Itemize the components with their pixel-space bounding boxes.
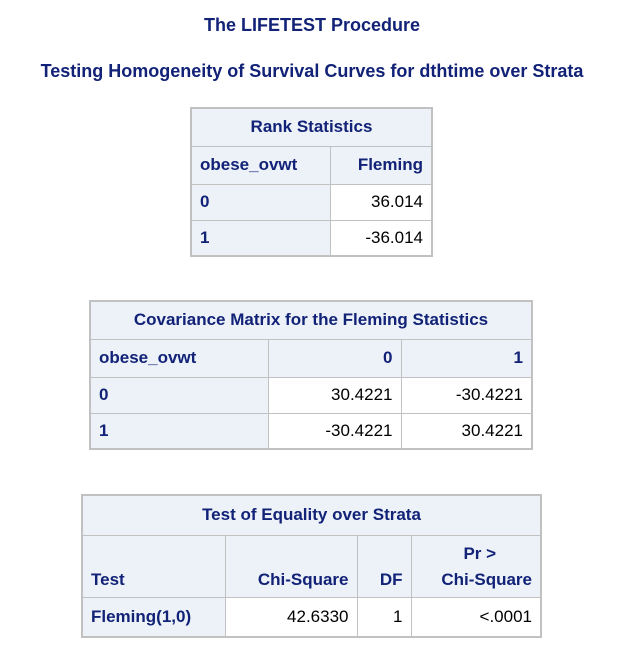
column-header-0: 0: [267, 338, 402, 378]
p-value: <.0001: [410, 596, 542, 638]
page-subtitle: Testing Homogeneity of Survival Curves f…: [40, 61, 584, 81]
column-header-df: DF: [356, 534, 412, 598]
equality-test-caption: Test of Equality over Strata: [81, 494, 542, 536]
column-header-pr-chi-square: Pr > Chi-Square: [410, 534, 542, 598]
covariance-value: -30.4221: [400, 376, 533, 414]
row-label: 1: [190, 219, 331, 257]
column-header-chi-square: Chi-Square: [224, 534, 358, 598]
table-row: 1 -36.014: [190, 219, 433, 257]
column-header-test: Test: [81, 534, 226, 598]
rank-statistics-caption: Rank Statistics: [190, 107, 433, 147]
pr-header-bottom: Chi-Square: [441, 569, 532, 589]
test-name: Fleming(1,0): [81, 596, 226, 638]
rank-statistics-table: Rank Statistics obese_ovwt Fleming 0 36.…: [190, 107, 433, 257]
column-header-1: 1: [400, 338, 533, 378]
table-row: 0 36.014: [190, 183, 433, 221]
covariance-matrix-table: Covariance Matrix for the Fleming Statis…: [89, 300, 533, 450]
column-header-obese-ovwt: obese_ovwt: [89, 338, 269, 378]
table-row: 0 30.4221 -30.4221: [89, 376, 533, 414]
chi-square-value: 42.6330: [224, 596, 358, 638]
row-label: 0: [190, 183, 331, 221]
pr-header-top: Pr >: [463, 543, 497, 563]
row-label: 0: [89, 376, 269, 414]
df-value: 1: [356, 596, 412, 638]
covariance-value: -30.4221: [267, 412, 402, 450]
fleming-value: -36.014: [329, 219, 433, 257]
covariance-caption: Covariance Matrix for the Fleming Statis…: [89, 300, 533, 340]
column-header-obese-ovwt: obese_ovwt: [190, 145, 331, 185]
fleming-value: 36.014: [329, 183, 433, 221]
table-row: 1 -30.4221 30.4221: [89, 412, 533, 450]
row-label: 1: [89, 412, 269, 450]
table-row: Fleming(1,0) 42.6330 1 <.0001: [81, 596, 542, 638]
procedure-title: The LIFETEST Procedure: [203, 15, 421, 35]
covariance-value: 30.4221: [400, 412, 533, 450]
covariance-value: 30.4221: [267, 376, 402, 414]
column-header-fleming: Fleming: [329, 145, 433, 185]
equality-test-table: Test of Equality over Strata Test Chi-Sq…: [81, 494, 542, 638]
